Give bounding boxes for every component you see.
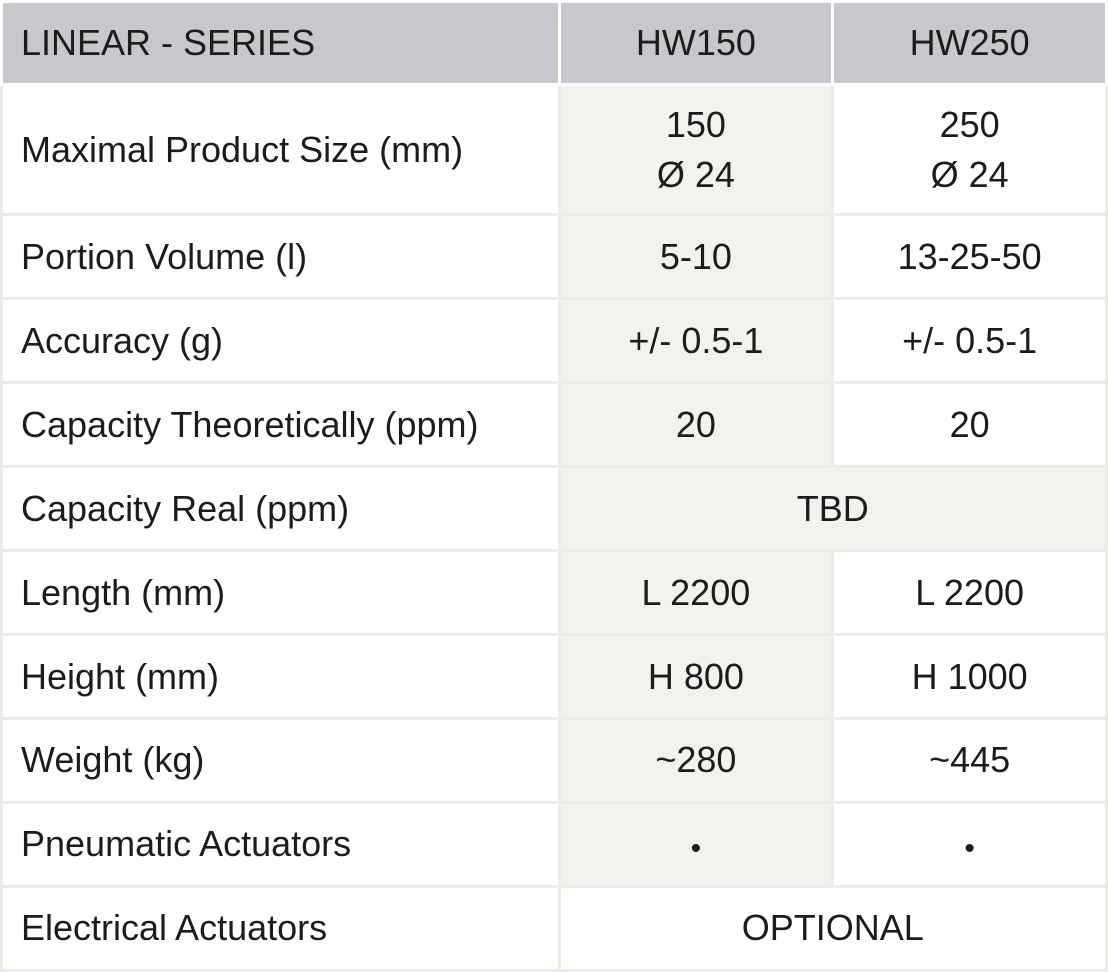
value-cell-hw150: L 2200 [557,549,835,637]
bullet-mark: • [964,832,975,866]
table-row: Maximal Product Size (mm) 150 Ø 24 250 Ø… [0,82,1108,217]
row-label: Maximal Product Size (mm) [0,82,561,217]
value-cell-hw250: 13-25-50 [831,213,1108,301]
value-cell-hw150: • [557,800,835,888]
value-cell-merged: OPTIONAL [557,884,1108,972]
bullet-mark: • [690,832,702,866]
table-row: Height (mm) H 800 H 1000 [0,633,1108,720]
model-hw250-header: HW250 [831,0,1108,86]
value-cell-hw150: 5-10 [557,213,835,301]
row-label: Accuracy (g) [0,297,561,385]
value-cell-hw150: H 800 [557,633,835,720]
value-cell-hw250: H 1000 [831,633,1108,720]
table-row: Capacity Real (ppm) TBD [0,465,1108,553]
value-cell-hw250: L 2200 [831,549,1108,637]
value-line: 250 [939,103,1000,145]
series-header: LINEAR - SERIES [0,0,561,86]
table-row: Electrical Actuators OPTIONAL [0,884,1108,972]
table-row: Length (mm) L 2200 L 2200 [0,549,1108,637]
value-line: Ø 24 [656,153,735,195]
row-label: Weight (kg) [0,717,561,804]
model-hw150-header: HW150 [557,0,835,86]
table-row: Capacity Theoretically (ppm) 20 20 [0,381,1108,469]
table-row: Weight (kg) ~280 ~445 [0,717,1108,804]
table-row: Portion Volume (l) 5-10 13-25-50 [0,213,1108,301]
value-cell-hw250: ~445 [831,717,1108,804]
row-label: Pneumatic Actuators [0,800,561,888]
value-cell-hw150: +/- 0.5-1 [557,297,835,385]
table-row: Pneumatic Actuators • • [0,800,1108,888]
value-line: Ø 24 [930,153,1009,195]
table-header-row: LINEAR - SERIES HW150 HW250 [0,0,1108,86]
row-label: Capacity Real (ppm) [0,465,561,553]
value-cell-hw150: 150 Ø 24 [557,82,835,217]
value-cell-hw150: ~280 [557,717,835,804]
value-cell-hw150: 20 [557,381,835,469]
value-line: 150 [665,103,726,145]
value-cell-hw250: +/- 0.5-1 [831,297,1108,385]
value-cell-hw250: 20 [831,381,1108,469]
value-cell-hw250: • [831,800,1108,888]
row-label: Height (mm) [0,633,561,720]
row-label: Electrical Actuators [0,884,561,972]
value-cell-merged: TBD [557,465,1108,553]
value-cell-hw250: 250 Ø 24 [831,82,1108,217]
row-label: Portion Volume (l) [0,213,561,301]
row-label: Length (mm) [0,549,561,637]
row-label: Capacity Theoretically (ppm) [0,381,561,469]
table-row: Accuracy (g) +/- 0.5-1 +/- 0.5-1 [0,297,1108,385]
